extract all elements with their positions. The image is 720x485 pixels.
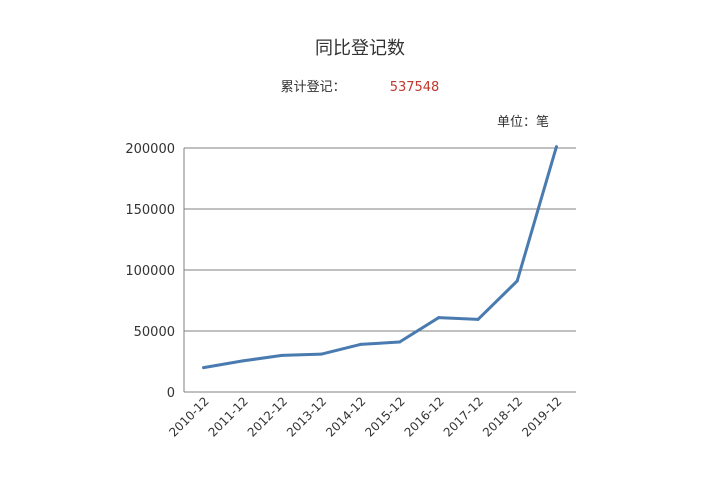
x-tick-label: 2010-12 <box>166 394 211 439</box>
unit-label: 单位：笔 <box>497 115 550 130</box>
chart-title: 同比登记数 <box>315 38 405 59</box>
x-tick-label: 2011-12 <box>206 394 251 439</box>
series-line <box>202 145 558 370</box>
data-point <box>476 317 480 321</box>
y-tick-label: 150000 <box>125 203 175 218</box>
y-tick-label: 0 <box>167 386 175 401</box>
data-point <box>241 359 245 363</box>
x-tick-label: 2014-12 <box>323 394 368 439</box>
y-tick-label: 50000 <box>134 325 175 340</box>
data-point <box>319 352 323 356</box>
x-tick-label: 2013-12 <box>284 394 329 439</box>
data-point <box>554 145 558 149</box>
x-tick-label: 2016-12 <box>402 394 447 439</box>
data-point <box>515 279 519 283</box>
data-point <box>358 342 362 346</box>
x-tick-label: 2018-12 <box>480 394 525 439</box>
y-tick-label: 200000 <box>125 142 175 157</box>
x-tick-label: 2019-12 <box>519 394 564 439</box>
total-value: 537548 <box>389 80 440 95</box>
data-point <box>280 353 284 357</box>
total-label: 累计登记： <box>280 80 346 95</box>
data-point <box>202 366 206 370</box>
x-tick-label: 2015-12 <box>362 394 407 439</box>
data-point <box>437 316 441 320</box>
total-registrations: 累计登记： 537548 <box>0 76 720 95</box>
x-tick-label: 2017-12 <box>441 394 486 439</box>
y-tick-label: 100000 <box>125 264 175 279</box>
data-point <box>398 340 402 344</box>
x-tick-label: 2012-12 <box>245 394 290 439</box>
